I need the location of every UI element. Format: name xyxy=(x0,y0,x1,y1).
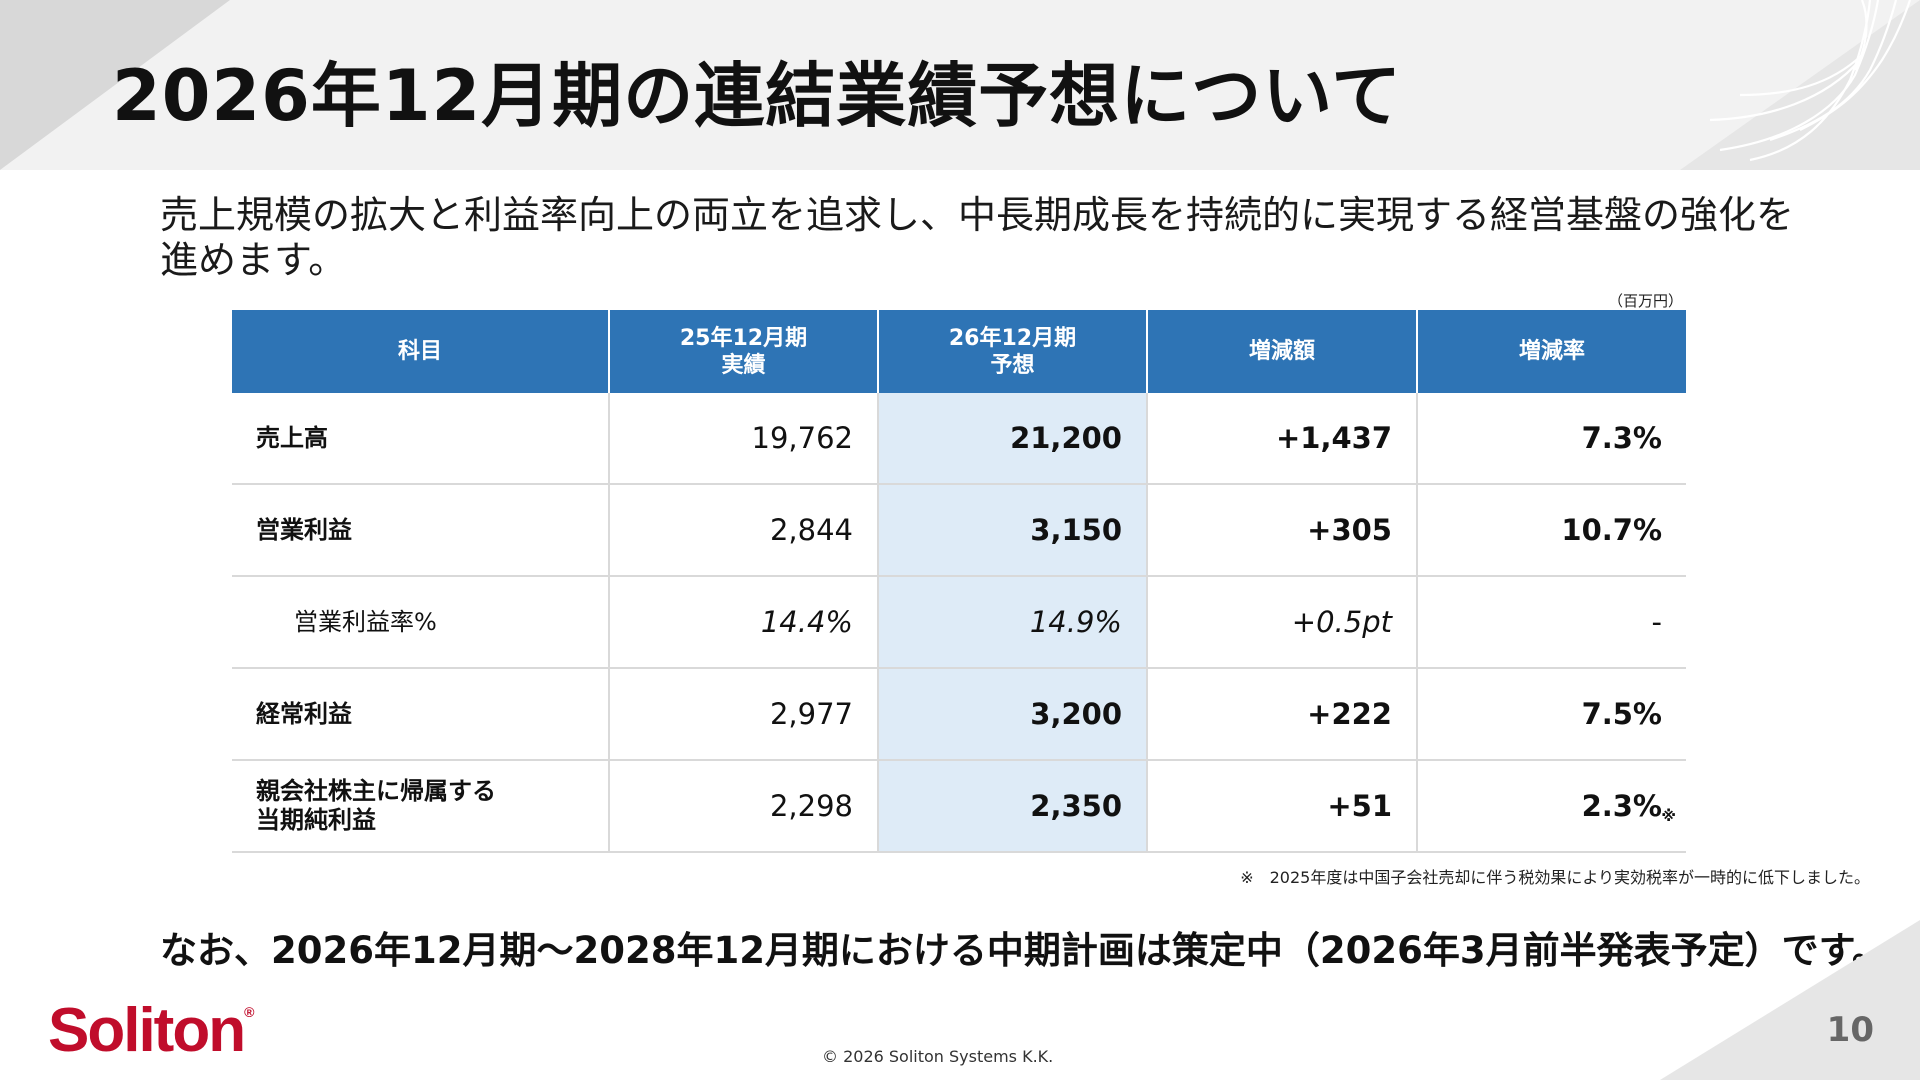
cell-actual: 14.4% xyxy=(608,576,878,669)
page-number: 10 xyxy=(1826,1010,1874,1050)
cell-rate: 7.3% xyxy=(1416,393,1686,485)
cell-actual: 19,762 xyxy=(608,393,878,485)
cell-actual: 2,844 xyxy=(608,484,878,577)
header-forecast: 26年12月期 予想 xyxy=(877,310,1147,393)
lead-text: 売上規模の拡大と利益率向上の両立を追求し、中長期成長を持続的に実現する経営基盤の… xyxy=(160,193,1795,282)
row-label: 経常利益 xyxy=(232,668,609,761)
soliton-logo: Soliton® xyxy=(48,995,254,1066)
header-change: 増減額 xyxy=(1146,310,1417,393)
corner-decoration-bottom-right xyxy=(1660,920,1920,1080)
row-label-line1: 親会社株主に帰属する xyxy=(256,777,496,805)
page-title: 2026年12月期の連結業績予想について xyxy=(112,55,1403,137)
row-label: 営業利益率% xyxy=(232,576,609,669)
table-row: 売上高 19,762 21,200 +1,437 7.3% xyxy=(232,393,1686,485)
cell-change: +51 xyxy=(1146,760,1417,853)
cell-rate: 10.7% xyxy=(1416,484,1686,577)
cell-actual: 2,298 xyxy=(608,760,878,853)
wave-line-decoration xyxy=(1680,0,1920,170)
cell-actual: 2,977 xyxy=(608,668,878,761)
cell-forecast: 3,150 xyxy=(877,484,1147,577)
header-actual-line1: 25年12月期 xyxy=(679,325,808,351)
cell-change: +305 xyxy=(1146,484,1417,577)
cell-rate: - xyxy=(1416,576,1686,669)
row-label-line2: 当期純利益 xyxy=(256,806,376,834)
cell-forecast: 21,200 xyxy=(877,393,1147,485)
cell-change: +1,437 xyxy=(1146,393,1417,485)
cell-change: +0.5pt xyxy=(1146,576,1417,669)
header-item: 科目 xyxy=(232,310,609,393)
row-label: 親会社株主に帰属する 当期純利益 xyxy=(232,760,609,853)
header-actual: 25年12月期 実績 xyxy=(608,310,878,393)
unit-label: （百万円） xyxy=(1608,292,1684,310)
closing-text: なお、2026年12月期～2028年12月期における中期計画は策定中（2026年… xyxy=(160,929,1889,972)
copyright: © 2026 Soliton Systems K.K. xyxy=(822,1047,1054,1066)
footnote: ※ 2025年度は中国子会社売却に伴う税効果により実効税率が一時的に低下しました… xyxy=(1240,868,1870,887)
forecast-table: 科目 25年12月期 実績 26年12月期 予想 増減額 増減率 売上高 19,… xyxy=(232,310,1686,853)
header-actual-line2: 実績 xyxy=(721,352,766,378)
header-change-rate: 増減率 xyxy=(1416,310,1686,393)
logo-text: Soliton xyxy=(48,996,246,1065)
header-forecast-line1: 26年12月期 xyxy=(948,325,1077,351)
table-row: 営業利益 2,844 3,150 +305 10.7% xyxy=(232,484,1686,577)
table-row: 営業利益率% 14.4% 14.9% +0.5pt - xyxy=(232,576,1686,669)
header-band xyxy=(0,0,1920,170)
cell-forecast: 3,200 xyxy=(877,668,1147,761)
table-row: 経常利益 2,977 3,200 +222 7.5% xyxy=(232,668,1686,761)
cell-rate: 7.5% xyxy=(1416,668,1686,761)
table-header-row: 科目 25年12月期 実績 26年12月期 予想 増減額 増減率 xyxy=(232,310,1686,393)
table-row: 親会社株主に帰属する 当期純利益 2,298 2,350 +51 2.3% ※ xyxy=(232,760,1686,853)
row-label: 売上高 xyxy=(232,393,609,485)
cell-rate: 2.3% ※ xyxy=(1416,760,1686,853)
cell-forecast: 2,350 xyxy=(877,760,1147,853)
header-forecast-line2: 予想 xyxy=(990,352,1035,378)
note-mark: ※ xyxy=(1661,807,1676,825)
cell-forecast: 14.9% xyxy=(877,576,1147,669)
logo-registered-mark: ® xyxy=(244,1004,255,1020)
cell-rate-value: 2.3% xyxy=(1581,789,1662,823)
row-label: 営業利益 xyxy=(232,484,609,577)
cell-change: +222 xyxy=(1146,668,1417,761)
